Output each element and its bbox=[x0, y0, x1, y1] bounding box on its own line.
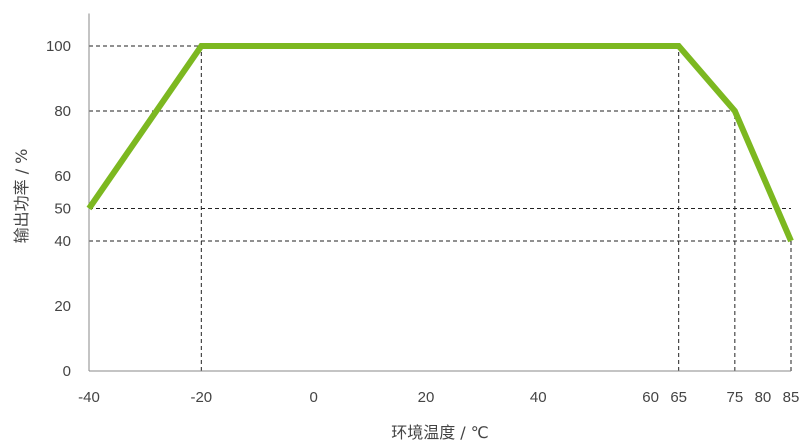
axes bbox=[88, 13, 791, 372]
y-tick-label: 100 bbox=[46, 38, 71, 55]
y-tick-label: 20 bbox=[54, 298, 71, 315]
y-tick-labels: 0 20 40 50 60 80 100 bbox=[46, 38, 71, 380]
y-tick-label: 50 bbox=[54, 201, 71, 218]
x-tick-label: 85 bbox=[783, 389, 800, 406]
x-tick-label: 0 bbox=[309, 389, 317, 406]
y-axis-title: 输出功率 / % bbox=[12, 149, 31, 244]
x-tick-label: 20 bbox=[418, 389, 435, 406]
x-tick-labels: -40 -20 0 20 40 60 65 75 80 85 bbox=[78, 389, 799, 406]
x-tick-label: 65 bbox=[670, 389, 687, 406]
x-tick-label: 80 bbox=[755, 389, 772, 406]
y-tick-label: 60 bbox=[54, 168, 71, 185]
y-tick-label: 0 bbox=[63, 363, 71, 380]
series-line-0 bbox=[86, 43, 794, 243]
x-tick-label: -20 bbox=[190, 389, 212, 406]
y-tick-label: 80 bbox=[54, 103, 71, 120]
x-tick-label: 75 bbox=[726, 389, 743, 406]
x-axis-title: 环境温度 / ℃ bbox=[391, 423, 489, 442]
x-tick-label: 40 bbox=[530, 389, 547, 406]
reference-lines bbox=[89, 45, 792, 371]
y-tick-label: 40 bbox=[54, 233, 71, 250]
x-tick-label: 60 bbox=[642, 389, 659, 406]
series bbox=[86, 43, 794, 243]
x-tick-label: -40 bbox=[78, 389, 100, 406]
